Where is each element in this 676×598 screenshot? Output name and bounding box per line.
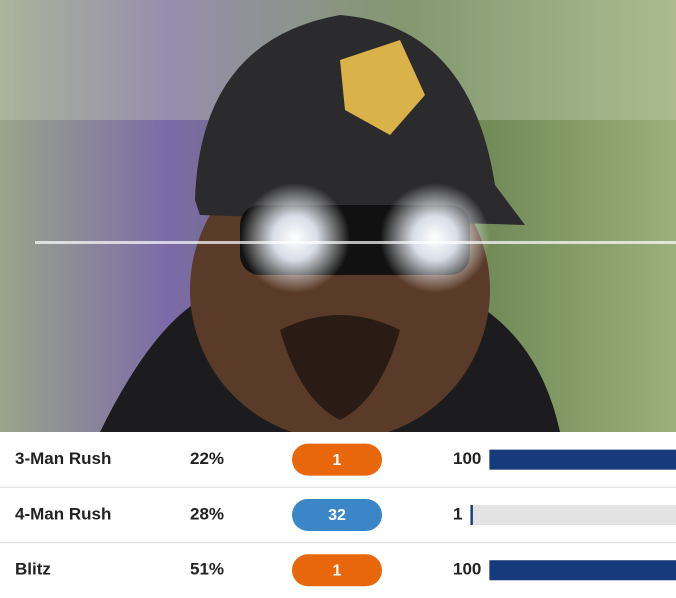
row-label: 3-Man Rush <box>15 449 111 468</box>
row-label: 4-Man Rush <box>15 504 111 523</box>
percentile-label: 100 <box>453 560 481 579</box>
row-label: Blitz <box>15 560 51 579</box>
rate: 28% <box>190 504 224 523</box>
percentile-label: 1 <box>453 504 462 523</box>
rank-pill <box>292 443 382 476</box>
rate: 51% <box>190 560 224 579</box>
rank: 1 <box>333 562 342 579</box>
percentile-bar <box>489 560 676 581</box>
rank: 1 <box>333 452 342 469</box>
percentile-label: 100 <box>453 449 481 468</box>
photo <box>0 0 676 440</box>
percentile-track <box>470 504 676 525</box>
percentile-bar <box>489 449 676 470</box>
percentile-bar <box>470 504 473 525</box>
rank: 32 <box>328 507 346 524</box>
table: 3-Man Rush 22% 1 100 4-Man Rush 28% 32 1 Blitz 51… <box>0 443 676 587</box>
rank-pill <box>292 498 382 531</box>
rank-pill <box>292 554 382 587</box>
rate: 22% <box>190 449 224 468</box>
